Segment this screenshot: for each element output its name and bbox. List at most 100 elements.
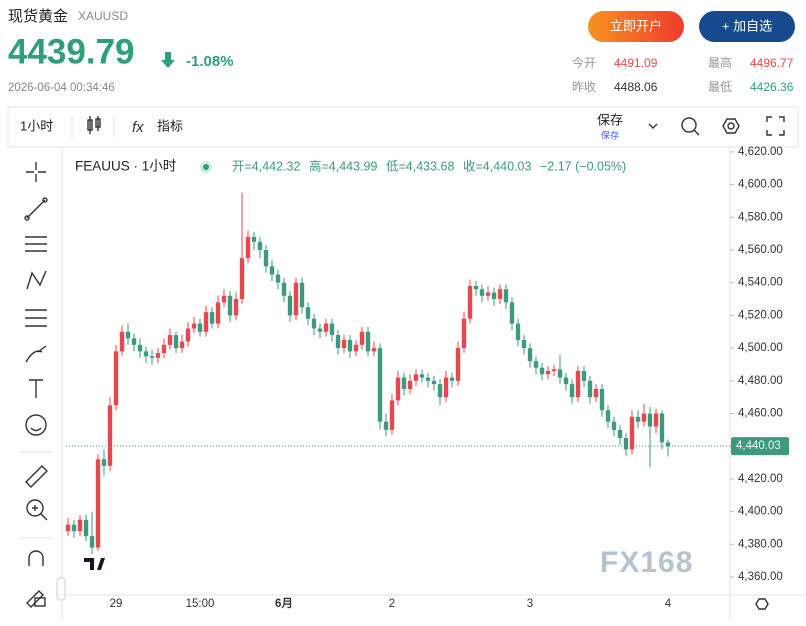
candle-body (437, 384, 443, 398)
price: 4439.79 (8, 32, 135, 71)
y-tick-label: 4,360.00 (738, 571, 783, 583)
candle-body (485, 292, 491, 296)
open-account-button[interactable] (588, 11, 684, 42)
candle-body (227, 295, 233, 316)
alert-icon[interactable] (681, 117, 700, 136)
candle-body (89, 536, 95, 548)
interval[interactable]: 1小时 (20, 118, 53, 133)
y-tick-label: 4,380.00 (738, 538, 783, 550)
candle-body (407, 380, 413, 389)
last-price-label: 4,440.03 (736, 440, 781, 452)
candle-body (593, 388, 599, 398)
candle-body (155, 353, 161, 358)
watchlist-button[interactable] (699, 11, 795, 42)
candle-body (503, 289, 509, 303)
indicators[interactable]: 指标 (157, 118, 183, 133)
last-price-tag (731, 437, 789, 456)
candle-body (119, 331, 125, 352)
candle-body (467, 285, 473, 319)
stat-label: 昨收 (572, 80, 596, 94)
candle-body (521, 339, 527, 349)
x-tick-label: 2 (389, 598, 395, 610)
candle-body (65, 524, 71, 532)
tv-logo-mark (84, 558, 105, 570)
candle-body (239, 258, 245, 300)
candle-body (167, 335, 173, 345)
drawing-tools[interactable] (24, 162, 48, 608)
candle-body (359, 331, 365, 345)
candle-body (347, 339, 353, 352)
candle-body (587, 380, 593, 398)
save[interactable]: 保存 (597, 112, 623, 127)
y-tick-label: 4,480.00 (738, 375, 783, 387)
candle-body (641, 413, 647, 422)
stat-value: 4491.09 (614, 56, 658, 70)
y-tick-label: 4,420.00 (738, 473, 783, 485)
x-tick-label: 4 (665, 598, 672, 610)
asset-name: 现货黄金 (8, 8, 68, 25)
candle-body (149, 356, 155, 358)
candle-body (419, 374, 425, 378)
watermark: FX168 (600, 546, 693, 579)
candle-body (455, 348, 461, 381)
candle-body (443, 377, 449, 398)
change: -1.08% (186, 53, 234, 70)
candle-body (161, 344, 167, 354)
candle-body (113, 351, 119, 406)
candle-body (251, 236, 257, 242)
candle-body (233, 299, 239, 316)
candle-body (635, 416, 641, 422)
legend-symbol: FEAUUS · 1小时 (75, 159, 176, 174)
candle-body (137, 344, 143, 352)
candle-body (389, 400, 395, 430)
candle-body (473, 285, 479, 290)
candle-body (281, 282, 287, 296)
candle-body (653, 413, 659, 427)
candle-body (431, 380, 437, 385)
plot (65, 192, 671, 555)
collapse-handle[interactable] (56, 577, 66, 601)
candle-body (557, 369, 563, 378)
axis-settings[interactable] (755, 598, 769, 610)
candle-body (491, 292, 497, 300)
candle-body (299, 282, 305, 308)
candle-body (629, 416, 635, 450)
legend-low: 低=4,433.68 (386, 159, 455, 173)
candle-body (335, 335, 341, 349)
candle-body (605, 410, 611, 422)
candle-body (611, 421, 617, 430)
candle-body (479, 289, 485, 296)
x-tick-label: 29 (110, 598, 123, 610)
chevron[interactable] (648, 123, 658, 129)
fx-icon[interactable]: fx (132, 119, 144, 136)
candle-body (365, 331, 371, 352)
candle-body (71, 524, 77, 532)
candle-body (305, 307, 311, 319)
candle-body (425, 377, 431, 381)
candle-body (245, 236, 251, 259)
candle-body (323, 323, 329, 332)
candle-body (311, 318, 317, 329)
candle-body (353, 344, 359, 352)
candle-body (395, 377, 401, 401)
candle-body (449, 377, 455, 381)
button-label: + 加自选 (722, 18, 772, 33)
settings-icon[interactable] (722, 118, 740, 134)
settings-dot (727, 122, 735, 130)
candle-body (83, 519, 89, 537)
stat-value: 4426.36 (750, 80, 794, 94)
candle-body (617, 429, 623, 439)
y-tick-label: 4,600.00 (738, 179, 783, 191)
y-tick-label: 4,500.00 (738, 342, 783, 354)
candle-body (623, 438, 629, 450)
candle-body (533, 361, 539, 368)
legend-high: 高=4,443.99 (309, 158, 378, 173)
candle-body (287, 295, 293, 316)
candle-type-icon[interactable] (87, 116, 101, 134)
candle-body (131, 338, 137, 345)
y-tick-label: 4,540.00 (738, 277, 783, 289)
fullscreen-icon[interactable] (766, 116, 785, 136)
y-tick-label: 4,460.00 (738, 408, 783, 420)
